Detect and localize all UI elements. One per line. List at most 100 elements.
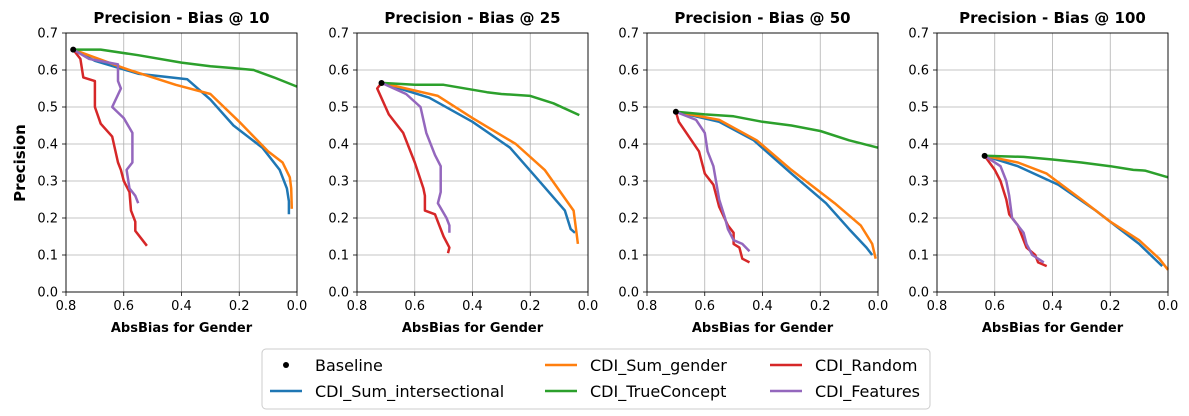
series-line-CDI_TrueConcept bbox=[984, 154, 1169, 179]
x-axis-label: AbsBias for Gender bbox=[692, 321, 834, 336]
series-line-CDI_Features bbox=[380, 81, 451, 233]
y-tick-label: 0.6 bbox=[37, 64, 58, 79]
x-axis-label: AbsBias for Gender bbox=[982, 321, 1124, 336]
y-tick-label: 0.4 bbox=[37, 138, 58, 153]
legend-label: CDI_Sum_gender bbox=[590, 356, 727, 376]
x-tick-label: 0.8 bbox=[927, 299, 948, 314]
panel-1: 0.8 0.6 0.4 0.2 0.0 0.0 0.1 0.2 0.3 0.4 0.5 0.6 0.7 P… bbox=[37, 9, 307, 336]
y-tick-label: 0.6 bbox=[328, 64, 349, 79]
x-tick-label: 0.8 bbox=[347, 299, 368, 314]
y-tick-label: 0.7 bbox=[618, 27, 639, 42]
x-tick-label: 0.0 bbox=[1158, 299, 1179, 314]
x-tick-label: 0.4 bbox=[171, 299, 192, 314]
x-tick-label: 0.4 bbox=[1042, 299, 1063, 314]
plot-frame bbox=[646, 32, 879, 293]
panel-2: 0.8 0.6 0.4 0.2 0.0 0.0 0.1 0.2 0.3 0.4 0.5 0.6 0.7 P… bbox=[328, 9, 598, 336]
legend-label: CDI_Random bbox=[815, 356, 917, 376]
y-tick-label: 0.0 bbox=[618, 286, 639, 301]
legend-item-Baseline: Baseline bbox=[283, 356, 383, 375]
y-tick-label: 0.0 bbox=[328, 286, 349, 301]
x-tick-label: 0.6 bbox=[984, 299, 1005, 314]
y-tick-label: 0.2 bbox=[618, 212, 639, 227]
panel-title: Precision - Bias @ 50 bbox=[674, 9, 850, 27]
y-tick-label: 0.0 bbox=[908, 286, 929, 301]
plot-frame bbox=[936, 32, 1169, 293]
x-axis-label: AbsBias for Gender bbox=[111, 321, 253, 336]
y-tick-label: 0.1 bbox=[37, 249, 58, 264]
y-tick-label: 0.1 bbox=[328, 249, 349, 264]
panel-title: Precision - Bias @ 100 bbox=[959, 9, 1146, 27]
legend-item-CDI_TrueConcept: CDI_TrueConcept bbox=[545, 382, 726, 402]
series-line-CDI_Sum_intersectional bbox=[675, 110, 874, 256]
y-tick-label: 0.1 bbox=[908, 249, 929, 264]
x-tick-label: 0.2 bbox=[229, 299, 250, 314]
legend-item-CDI_Random: CDI_Random bbox=[770, 356, 917, 376]
plot-frame bbox=[65, 32, 298, 293]
y-tick-label: 0.3 bbox=[908, 175, 929, 190]
x-axis-label: AbsBias for Gender bbox=[402, 321, 544, 336]
y-tick-label: 0.5 bbox=[328, 101, 349, 116]
y-tick-label: 0.4 bbox=[908, 138, 929, 153]
series-line-CDI_Random bbox=[674, 111, 751, 264]
baseline-point bbox=[981, 152, 988, 159]
x-tick-label: 0.2 bbox=[1100, 299, 1121, 314]
series-line-CDI_Sum_gender bbox=[72, 48, 294, 209]
y-tick-label: 0.3 bbox=[328, 175, 349, 190]
series-line-CDI_Features bbox=[983, 154, 1045, 264]
x-tick-label: 0.6 bbox=[404, 299, 425, 314]
legend-label: Baseline bbox=[315, 356, 383, 375]
plot-frame bbox=[356, 32, 589, 293]
x-tick-label: 0.0 bbox=[578, 299, 599, 314]
baseline-point bbox=[70, 46, 77, 53]
y-tick-label: 0.7 bbox=[37, 27, 58, 42]
legend-label: CDI_Features bbox=[815, 382, 920, 402]
y-tick-label: 0.3 bbox=[37, 175, 58, 190]
x-tick-label: 0.2 bbox=[520, 299, 541, 314]
panels: 0.8 0.6 0.4 0.2 0.0 0.0 0.1 0.2 0.3 0.4 0.5 0.6 0.7 P… bbox=[37, 9, 1178, 336]
baseline-point bbox=[378, 79, 385, 86]
series-line-CDI_Features bbox=[72, 48, 140, 204]
x-tick-label: 0.6 bbox=[694, 299, 715, 314]
x-tick-label: 0.0 bbox=[287, 299, 308, 314]
panel-3: 0.8 0.6 0.4 0.2 0.0 0.0 0.1 0.2 0.3 0.4 0.5 0.6 0.7 P… bbox=[618, 9, 888, 336]
x-tick-label: 0.2 bbox=[810, 299, 831, 314]
panel-title: Precision - Bias @ 25 bbox=[384, 9, 560, 27]
y-tick-label: 0.6 bbox=[618, 64, 639, 79]
y-tick-label: 0.4 bbox=[328, 138, 349, 153]
legend-item-CDI_Sum_gender: CDI_Sum_gender bbox=[545, 356, 727, 376]
legend: Baseline CDI_Sum_intersectional CDI_Sum_ge… bbox=[261, 348, 931, 410]
series-line-CDI_Random bbox=[375, 82, 451, 254]
series-line-CDI_Sum_gender bbox=[984, 154, 1169, 271]
y-tick-label: 0.7 bbox=[908, 27, 929, 42]
y-tick-label: 0.4 bbox=[618, 138, 639, 153]
panel-4: 0.8 0.6 0.4 0.2 0.0 0.0 0.1 0.2 0.3 0.4 0.5 0.6 0.7 P… bbox=[908, 9, 1178, 336]
baseline-point bbox=[672, 108, 679, 115]
panel-title: Precision - Bias @ 10 bbox=[93, 9, 269, 27]
series-line-CDI_TrueConcept bbox=[675, 110, 879, 149]
x-tick-label: 0.8 bbox=[637, 299, 658, 314]
y-tick-label: 0.0 bbox=[37, 286, 58, 301]
legend-box bbox=[261, 348, 931, 410]
series-line-CDI_Sum_intersectional bbox=[381, 81, 576, 234]
y-tick-label: 0.2 bbox=[37, 212, 58, 227]
series-line-CDI_Sum_gender bbox=[381, 81, 580, 245]
x-tick-label: 0.4 bbox=[752, 299, 773, 314]
y-axis-label: Precision bbox=[11, 124, 29, 202]
series-line-CDI_TrueConcept bbox=[381, 81, 580, 117]
legend-marker bbox=[283, 362, 289, 368]
series-line-CDI_TrueConcept bbox=[73, 48, 298, 88]
x-tick-label: 0.0 bbox=[868, 299, 889, 314]
y-tick-label: 0.5 bbox=[618, 101, 639, 116]
series-line-CDI_Random bbox=[72, 48, 148, 247]
y-tick-label: 0.2 bbox=[328, 212, 349, 227]
y-tick-label: 0.1 bbox=[618, 249, 639, 264]
legend-label: CDI_Sum_intersectional bbox=[315, 382, 504, 402]
y-tick-label: 0.7 bbox=[328, 27, 349, 42]
series-line-CDI_Random bbox=[983, 155, 1048, 268]
y-tick-label: 0.5 bbox=[908, 101, 929, 116]
x-tick-label: 0.4 bbox=[462, 299, 483, 314]
y-tick-label: 0.5 bbox=[37, 101, 58, 116]
series-line-CDI_Features bbox=[675, 110, 751, 253]
x-tick-label: 0.8 bbox=[56, 299, 77, 314]
